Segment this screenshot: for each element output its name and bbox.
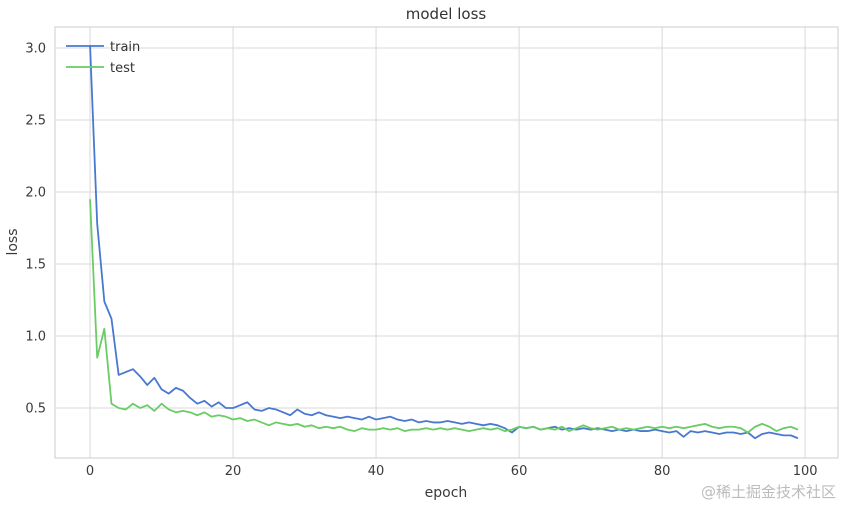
chart-title: model loss — [406, 5, 487, 23]
train-legend-label: train — [110, 40, 140, 55]
test-line-series — [89, 199, 799, 434]
y-tick-label: 2.0 — [25, 186, 46, 201]
y-tick-label: 1.0 — [25, 330, 46, 345]
watermark: @稀土掘金技术社区 — [701, 483, 836, 501]
x-tick-label: 40 — [368, 464, 385, 479]
series-lines — [89, 45, 799, 440]
test-legend-label: test — [110, 61, 135, 76]
gridlines — [55, 27, 838, 458]
x-tick-label: 100 — [793, 464, 818, 479]
x-axis-ticks: 0 20 40 60 80 100 — [86, 464, 818, 479]
train-line-series — [89, 45, 799, 440]
x-tick-label: 60 — [511, 464, 528, 479]
y-axis-ticks: 0.5 1.0 1.5 2.0 2.5 3.0 — [25, 42, 46, 417]
y-tick-label: 0.5 — [25, 402, 46, 417]
x-tick-label: 80 — [654, 464, 671, 479]
legend: train test — [66, 40, 140, 76]
x-tick-label: 0 — [86, 464, 94, 479]
x-tick-label: 20 — [225, 464, 242, 479]
y-tick-label: 2.5 — [25, 114, 46, 129]
plot-border — [54, 26, 839, 459]
y-tick-label: 3.0 — [25, 42, 46, 57]
y-tick-label: 1.5 — [25, 258, 46, 273]
x-axis-label: epoch — [425, 485, 468, 501]
y-axis-label: loss — [5, 228, 21, 255]
